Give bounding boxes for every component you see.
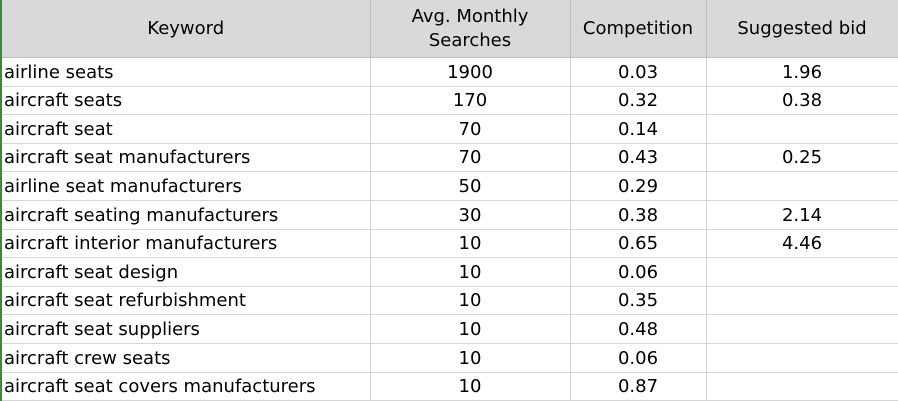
competition-cell[interactable]: 0.38 <box>570 200 707 230</box>
header-keyword[interactable]: Keyword <box>2 0 371 58</box>
table-row: aircraft seat suppliers 10 0.48 <box>2 314 898 344</box>
table-row: aircraft interior manufacturers 10 0.65 4.4… <box>2 229 898 259</box>
suggested-bid-cell[interactable] <box>706 257 898 287</box>
competition-cell[interactable]: 0.35 <box>570 286 707 316</box>
keyword-cell[interactable]: aircraft seat <box>2 114 371 144</box>
avg-searches-cell[interactable]: 10 <box>370 286 571 316</box>
table-row: aircraft crew seats 10 0.06 <box>2 343 898 373</box>
header-suggested-bid[interactable]: Suggested bid <box>706 0 898 58</box>
keyword-cell[interactable]: aircraft seat manufacturers <box>2 143 371 173</box>
suggested-bid-cell[interactable] <box>706 343 898 373</box>
suggested-bid-cell[interactable] <box>706 314 898 344</box>
competition-cell[interactable]: 0.43 <box>570 143 707 173</box>
header-avg-monthly-searches[interactable]: Avg. Monthly Searches <box>370 0 571 58</box>
keyword-cell[interactable]: aircraft interior manufacturers <box>2 229 371 259</box>
suggested-bid-cell[interactable] <box>706 286 898 316</box>
competition-cell[interactable]: 0.32 <box>570 86 707 116</box>
table-row: aircraft seat covers manufacturers 10 0.87 <box>2 372 898 401</box>
keyword-cell[interactable]: aircraft seat covers manufacturers <box>2 372 371 401</box>
avg-searches-cell[interactable]: 10 <box>370 229 571 259</box>
avg-searches-cell[interactable]: 10 <box>370 343 571 373</box>
keyword-cell[interactable]: aircraft seat design <box>2 257 371 287</box>
keyword-cell[interactable]: aircraft seats <box>2 86 371 116</box>
avg-searches-cell[interactable]: 170 <box>370 86 571 116</box>
suggested-bid-cell[interactable]: 2.14 <box>706 200 898 230</box>
keyword-cell[interactable]: airline seat manufacturers <box>2 171 371 201</box>
table-row: airline seats 1900 0.03 1.96 <box>2 57 898 87</box>
competition-cell[interactable]: 0.87 <box>570 372 707 401</box>
header-avg-label-line1: Avg. Monthly <box>411 5 529 27</box>
competition-cell[interactable]: 0.48 <box>570 314 707 344</box>
header-row: Keyword Avg. Monthly Searches Competition… <box>2 0 898 58</box>
table-row: airline seat manufacturers 50 0.29 <box>2 171 898 201</box>
competition-cell[interactable]: 0.03 <box>570 57 707 87</box>
competition-cell[interactable]: 0.65 <box>570 229 707 259</box>
avg-searches-cell[interactable]: 10 <box>370 257 571 287</box>
table-row: aircraft seats 170 0.32 0.38 <box>2 86 898 116</box>
suggested-bid-cell[interactable]: 0.25 <box>706 143 898 173</box>
suggested-bid-cell[interactable]: 4.46 <box>706 229 898 259</box>
table-row: aircraft seat 70 0.14 <box>2 114 898 144</box>
suggested-bid-cell[interactable]: 1.96 <box>706 57 898 87</box>
suggested-bid-cell[interactable] <box>706 171 898 201</box>
competition-cell[interactable]: 0.06 <box>570 257 707 287</box>
avg-searches-cell[interactable]: 50 <box>370 171 571 201</box>
keyword-cell[interactable]: aircraft seating manufacturers <box>2 200 371 230</box>
competition-cell[interactable]: 0.06 <box>570 343 707 373</box>
keyword-cell[interactable]: aircraft seat refurbishment <box>2 286 371 316</box>
keyword-cell[interactable]: aircraft seat suppliers <box>2 314 371 344</box>
header-competition[interactable]: Competition <box>570 0 707 58</box>
avg-searches-cell[interactable]: 70 <box>370 114 571 144</box>
table-row: aircraft seating manufacturers 30 0.38 2.14 <box>2 200 898 230</box>
avg-searches-cell[interactable]: 1900 <box>370 57 571 87</box>
header-avg-label-line2: Searches <box>428 29 512 51</box>
competition-cell[interactable]: 0.14 <box>570 114 707 144</box>
competition-cell[interactable]: 0.29 <box>570 171 707 201</box>
header-bid-label: Suggested bid <box>737 17 867 39</box>
table-row: aircraft seat design 10 0.06 <box>2 257 898 287</box>
header-keyword-label: Keyword <box>147 17 225 39</box>
table-row: aircraft seat refurbishment 10 0.35 <box>2 286 898 316</box>
suggested-bid-cell[interactable]: 0.38 <box>706 86 898 116</box>
table-row: aircraft seat manufacturers 70 0.43 0.25 <box>2 143 898 173</box>
avg-searches-cell[interactable]: 10 <box>370 372 571 401</box>
header-competition-label: Competition <box>582 17 694 39</box>
avg-searches-cell[interactable]: 70 <box>370 143 571 173</box>
suggested-bid-cell[interactable] <box>706 114 898 144</box>
keyword-cell[interactable]: airline seats <box>2 57 371 87</box>
keyword-cell[interactable]: aircraft crew seats <box>2 343 371 373</box>
suggested-bid-cell[interactable] <box>706 372 898 401</box>
avg-searches-cell[interactable]: 30 <box>370 200 571 230</box>
avg-searches-cell[interactable]: 10 <box>370 314 571 344</box>
